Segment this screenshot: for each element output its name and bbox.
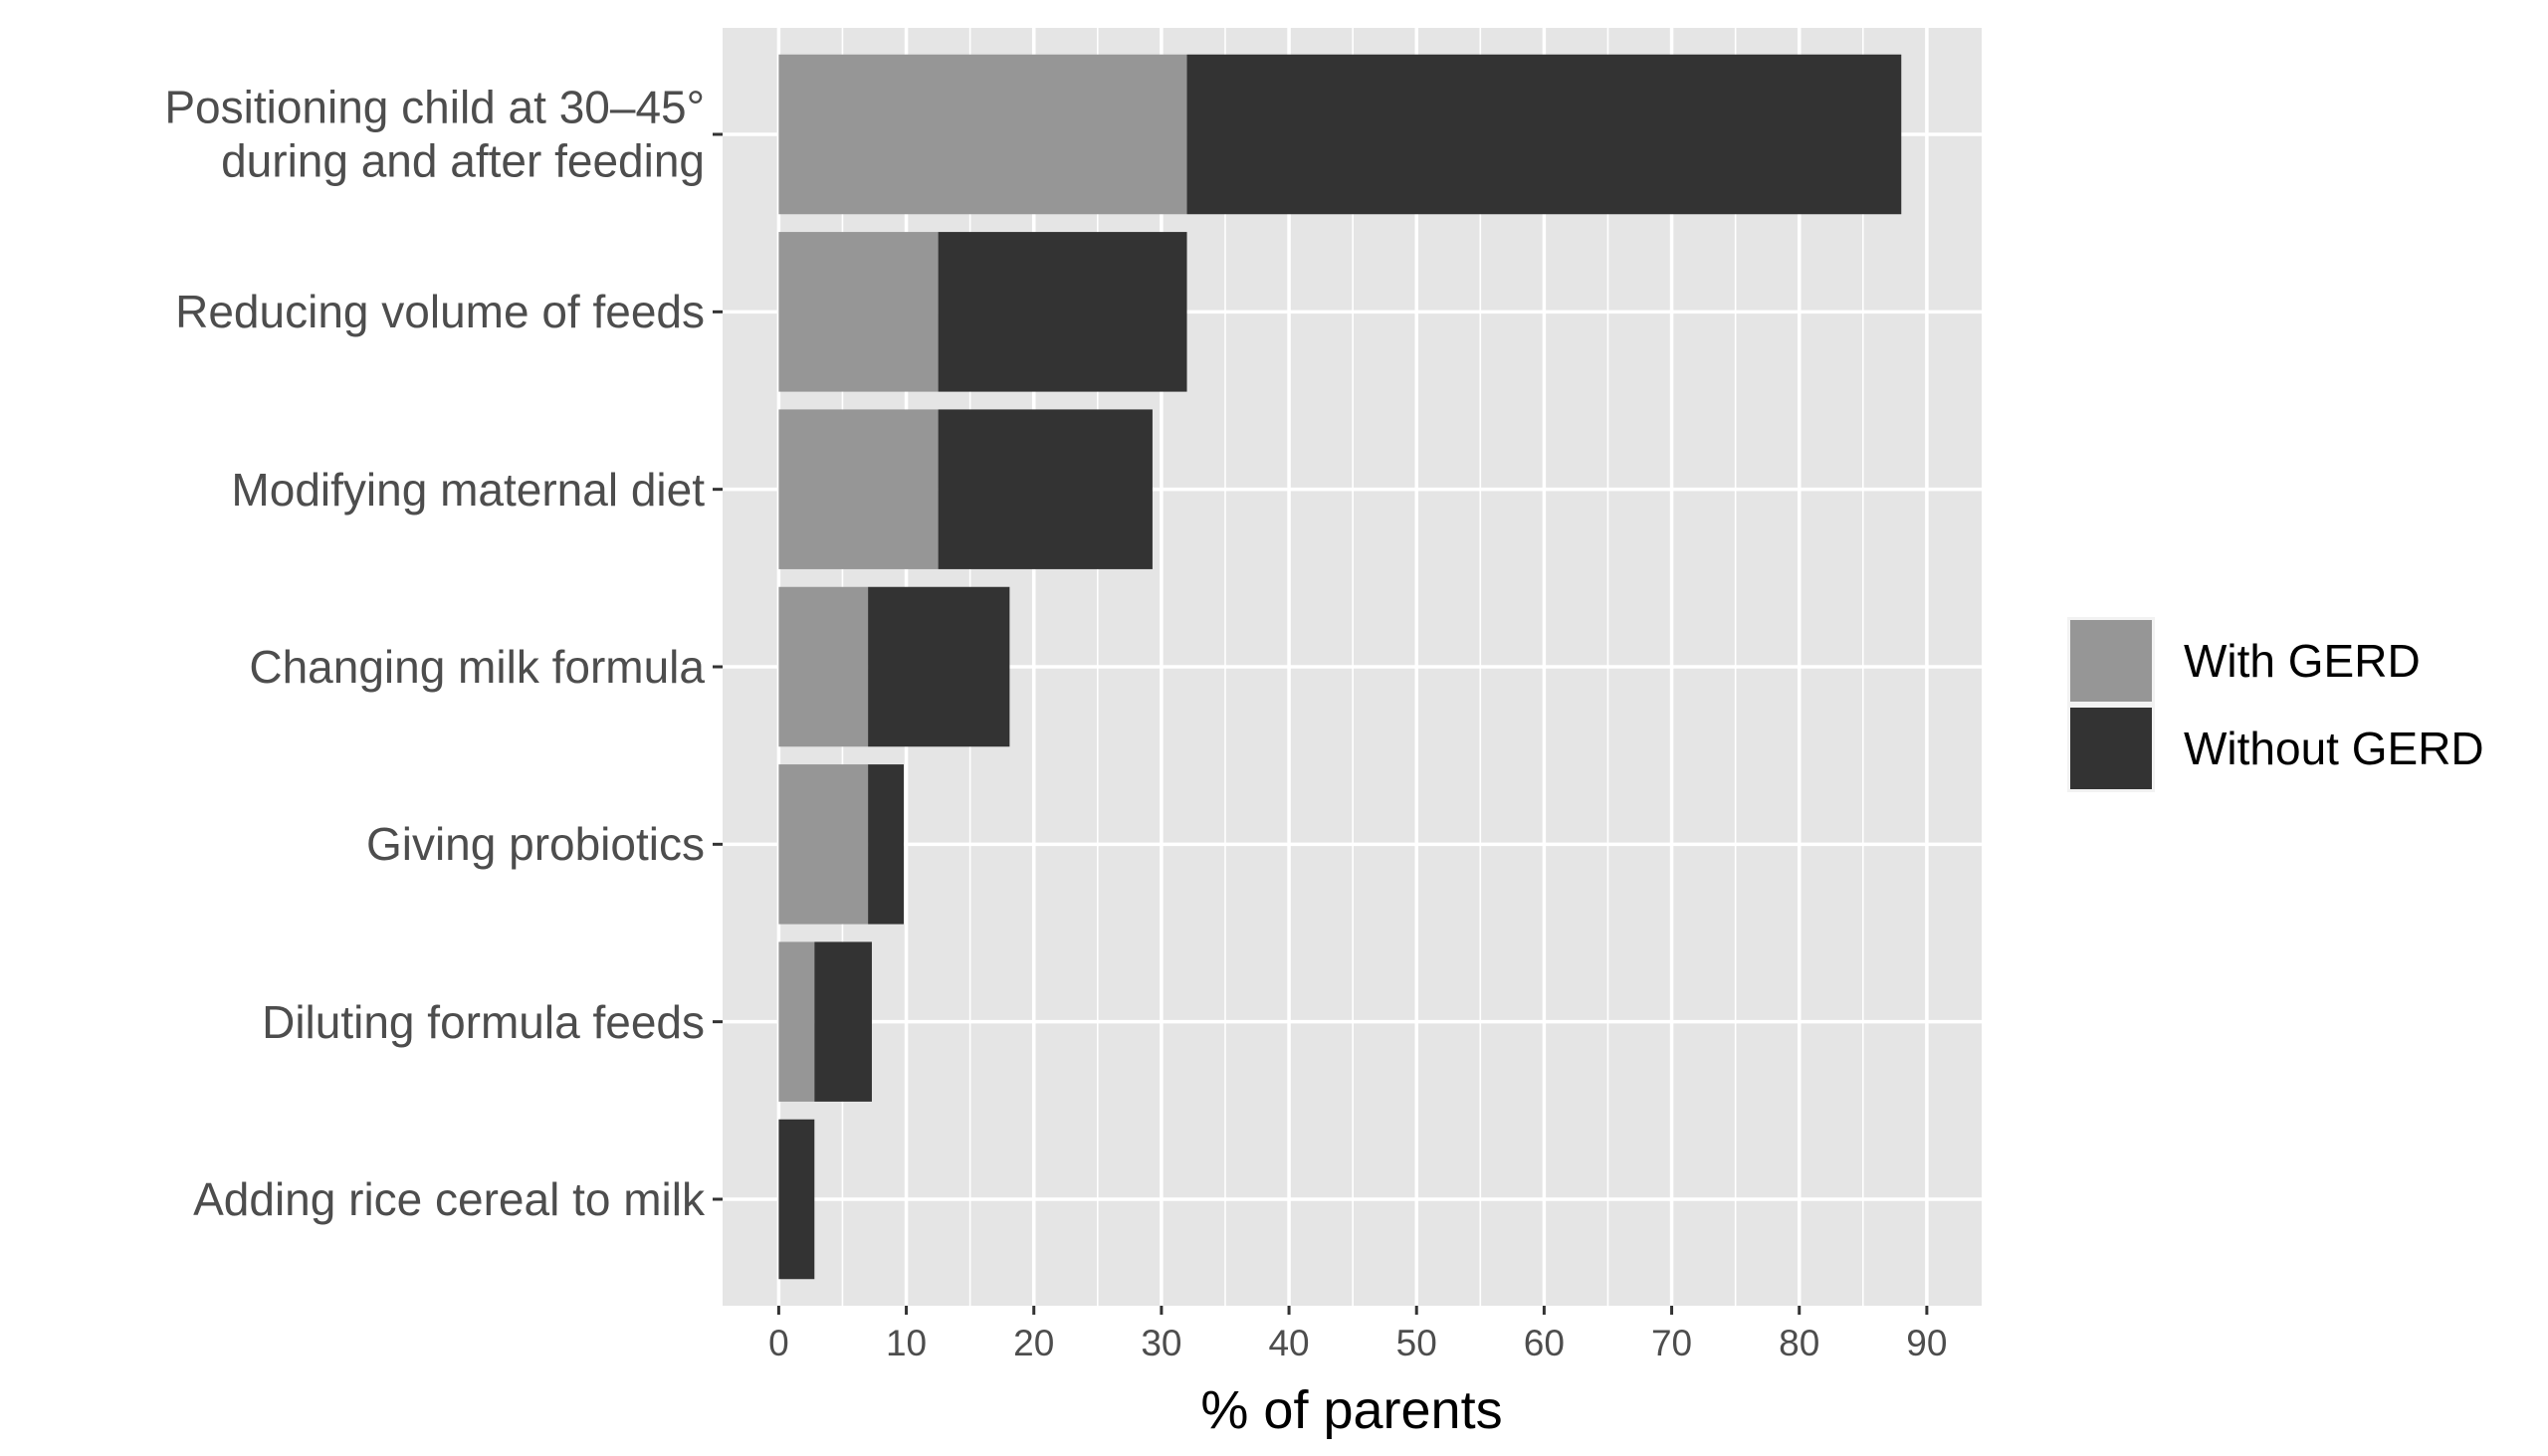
y-tick-label: Reducing volume of feeds — [175, 286, 705, 338]
bar-segment — [938, 409, 1153, 569]
legend-label: Without GERD — [2184, 723, 2484, 774]
y-tick-label: Giving probiotics — [365, 818, 705, 871]
legend-label: With GERD — [2184, 635, 2421, 687]
x-tick-label: 20 — [1013, 1323, 1054, 1363]
x-tick-label: 30 — [1141, 1323, 1181, 1363]
y-tick-label: Positioning child at 30–45° during and a… — [164, 81, 705, 187]
bar-segment — [868, 764, 904, 925]
x-tick-label: 40 — [1268, 1323, 1309, 1363]
bar-segment — [778, 409, 939, 569]
y-tick-label: Changing milk formula — [249, 640, 705, 693]
y-tick-label: Modifying maternal diet — [231, 463, 705, 516]
bar-segment — [778, 764, 869, 925]
legend-swatch — [2070, 708, 2152, 789]
bar-segment — [778, 54, 1187, 215]
bar-segment — [868, 586, 1010, 747]
bar-segment — [778, 232, 939, 392]
x-tick-label: 90 — [1906, 1323, 1947, 1363]
bar-segment — [938, 232, 1187, 392]
x-tick-label: 50 — [1396, 1323, 1437, 1363]
y-tick-label: Adding rice cereal to milk — [193, 1172, 705, 1225]
x-tick-label: 70 — [1651, 1323, 1692, 1363]
bar-segment — [814, 941, 872, 1102]
bar-segment — [778, 586, 869, 747]
x-tick-label: 80 — [1779, 1323, 1819, 1363]
x-axis-title: % of parents — [1200, 1380, 1502, 1440]
bar-segment — [778, 941, 815, 1102]
x-tick-label: 0 — [768, 1323, 789, 1363]
bar-segment — [1186, 54, 1902, 215]
y-tick-label: Diluting formula feeds — [262, 995, 705, 1048]
x-tick-label: 60 — [1524, 1323, 1565, 1363]
bar-segment — [778, 1119, 815, 1280]
legend-swatch — [2070, 620, 2152, 702]
x-tick-label: 10 — [886, 1323, 927, 1363]
